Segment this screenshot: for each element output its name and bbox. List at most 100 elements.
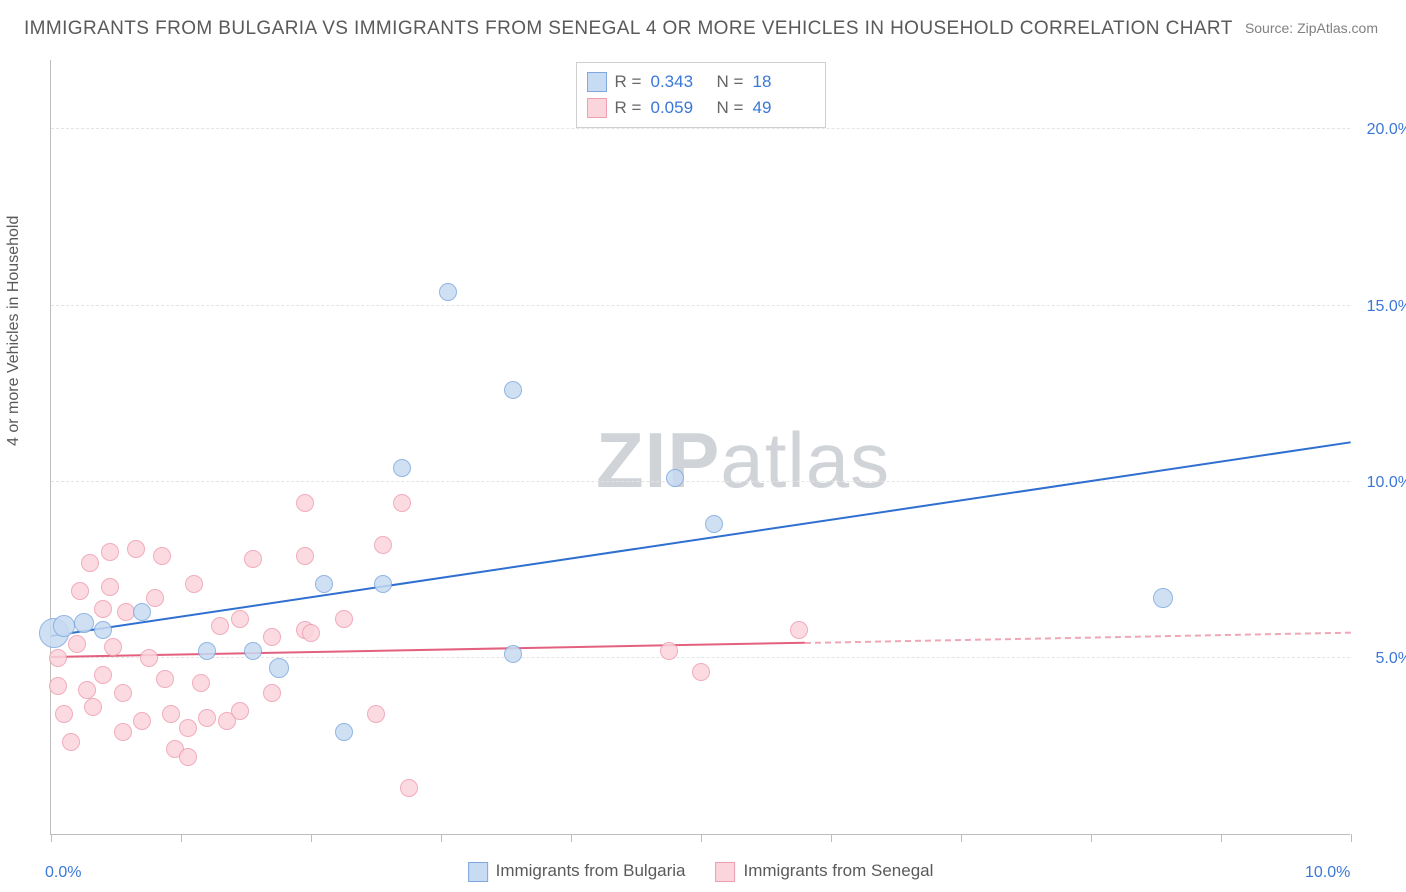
data-point	[315, 575, 333, 593]
legend-n-label: N =	[717, 69, 745, 95]
data-point	[81, 554, 99, 572]
data-point	[84, 698, 102, 716]
data-point	[790, 621, 808, 639]
data-point	[179, 748, 197, 766]
data-point	[78, 681, 96, 699]
data-point	[263, 684, 281, 702]
data-point	[101, 543, 119, 561]
x-tick	[51, 834, 52, 842]
data-point	[68, 635, 86, 653]
data-point	[62, 733, 80, 751]
legend-series: Immigrants from Bulgaria Immigrants from…	[468, 861, 934, 882]
data-point	[269, 658, 289, 678]
y-tick-label: 5.0%	[1376, 650, 1406, 668]
data-point	[263, 628, 281, 646]
y-tick-label: 15.0%	[1367, 298, 1406, 316]
data-point	[244, 550, 262, 568]
data-point	[439, 283, 457, 301]
data-point	[114, 684, 132, 702]
data-point	[198, 709, 216, 727]
x-tick	[1221, 834, 1222, 842]
legend-swatch-1	[587, 72, 607, 92]
x-tick-label: 10.0%	[1305, 864, 1350, 882]
data-point	[666, 469, 684, 487]
data-point	[400, 779, 418, 797]
data-point	[74, 613, 94, 633]
data-point	[393, 494, 411, 512]
data-point	[133, 603, 151, 621]
watermark-bold: ZIP	[596, 416, 720, 504]
data-point	[692, 663, 710, 681]
data-point	[179, 719, 197, 737]
watermark-light: atlas	[720, 416, 890, 504]
data-point	[302, 624, 320, 642]
y-tick-label: 10.0%	[1367, 474, 1406, 492]
legend-n-value-2: 49	[753, 95, 811, 121]
x-tick	[1351, 834, 1352, 842]
data-point	[660, 642, 678, 660]
data-point	[1153, 588, 1173, 608]
data-point	[374, 575, 392, 593]
data-point	[94, 621, 112, 639]
trend-line	[805, 631, 1351, 643]
legend-r-label: R =	[615, 69, 643, 95]
data-point	[504, 645, 522, 663]
data-point	[104, 638, 122, 656]
x-tick	[441, 834, 442, 842]
data-point	[153, 547, 171, 565]
legend-r-value-2: 0.059	[651, 95, 709, 121]
data-point	[146, 589, 164, 607]
data-point	[94, 600, 112, 618]
data-point	[127, 540, 145, 558]
legend-swatch-icon	[715, 862, 735, 882]
plot-area: ZIPatlas R = 0.343 N = 18 R = 0.059 N = …	[50, 60, 1350, 835]
data-point	[393, 459, 411, 477]
data-point	[705, 515, 723, 533]
legend-row-series-2: R = 0.059 N = 49	[587, 95, 811, 121]
y-tick-label: 20.0%	[1367, 121, 1406, 139]
data-point	[55, 705, 73, 723]
legend-n-value-1: 18	[753, 69, 811, 95]
x-tick	[961, 834, 962, 842]
watermark: ZIPatlas	[596, 415, 890, 506]
x-tick	[701, 834, 702, 842]
legend-r-value-1: 0.343	[651, 69, 709, 95]
data-point	[192, 674, 210, 692]
x-tick	[831, 834, 832, 842]
legend-series-name-1: Immigrants from Bulgaria	[496, 861, 686, 880]
data-point	[94, 666, 112, 684]
gridline	[51, 481, 1350, 482]
y-axis-label: 4 or more Vehicles in Household	[5, 216, 23, 446]
legend-correlation: R = 0.343 N = 18 R = 0.059 N = 49	[576, 62, 826, 128]
data-point	[374, 536, 392, 554]
data-point	[49, 649, 67, 667]
legend-r-label: R =	[615, 95, 643, 121]
data-point	[198, 642, 216, 660]
x-tick-label: 0.0%	[45, 864, 81, 882]
legend-n-label: N =	[717, 95, 745, 121]
data-point	[162, 705, 180, 723]
data-point	[211, 617, 229, 635]
data-point	[231, 610, 249, 628]
trend-line	[51, 642, 805, 658]
data-point	[114, 723, 132, 741]
data-point	[335, 723, 353, 741]
x-tick	[311, 834, 312, 842]
data-point	[101, 578, 119, 596]
legend-swatch-2	[587, 98, 607, 118]
data-point	[185, 575, 203, 593]
data-point	[244, 642, 262, 660]
legend-row-series-1: R = 0.343 N = 18	[587, 69, 811, 95]
data-point	[71, 582, 89, 600]
gridline	[51, 305, 1350, 306]
data-point	[133, 712, 151, 730]
data-point	[49, 677, 67, 695]
data-point	[296, 547, 314, 565]
data-point	[335, 610, 353, 628]
data-point	[367, 705, 385, 723]
legend-item-2: Immigrants from Senegal	[715, 861, 933, 882]
data-point	[504, 381, 522, 399]
data-point	[231, 702, 249, 720]
gridline	[51, 128, 1350, 129]
x-tick	[1091, 834, 1092, 842]
